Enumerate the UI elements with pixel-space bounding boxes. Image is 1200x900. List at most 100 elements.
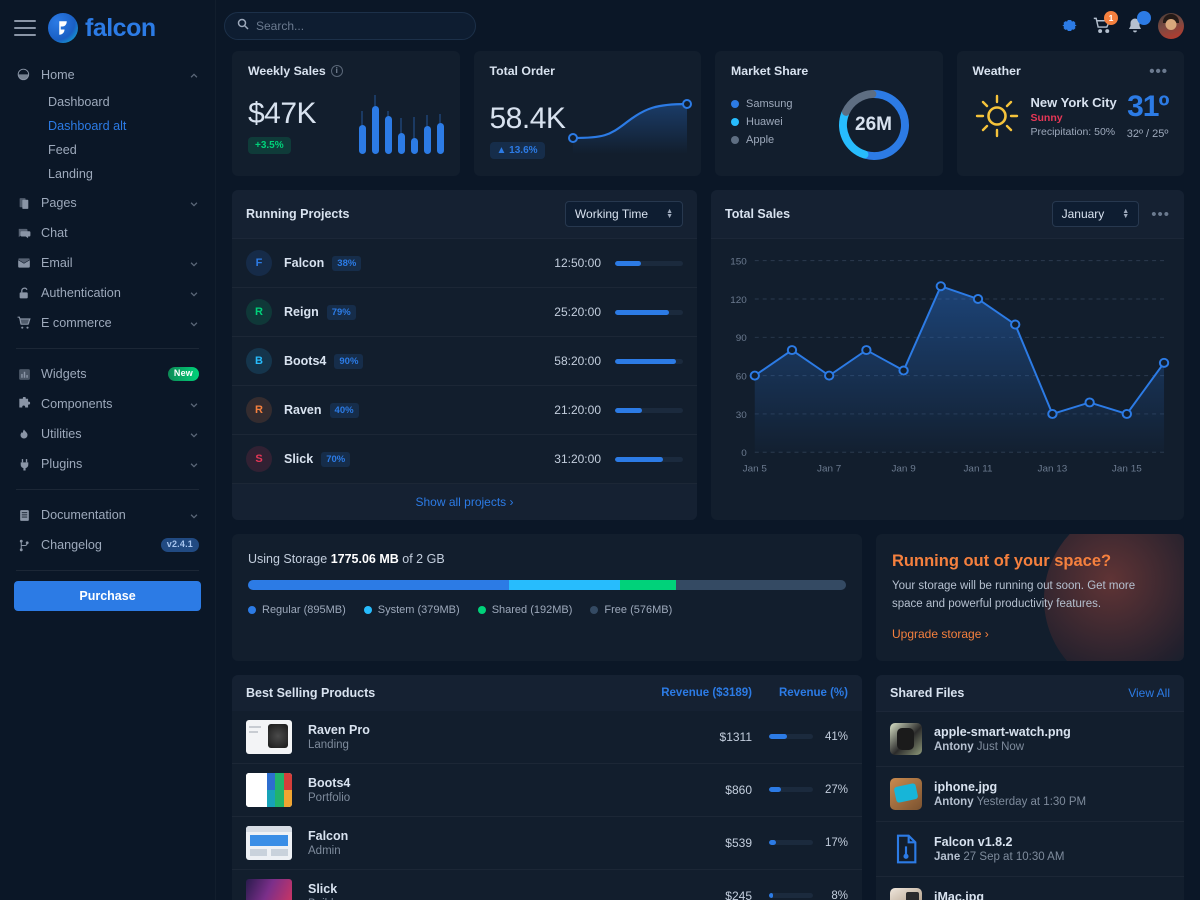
project-percent: 79%: [326, 304, 356, 320]
weather-temps: 31º 32º / 25º: [1127, 92, 1170, 141]
table-row[interactable]: Raven Pro Landing $1311 41%: [232, 711, 862, 764]
search-input[interactable]: [256, 18, 463, 33]
chat-icon: [16, 225, 32, 241]
topbar-icons: 1: [1059, 10, 1184, 39]
badge-version: v2.4.1: [160, 538, 199, 552]
project-row[interactable]: F Falcon 38% 12:50:00: [232, 239, 697, 289]
sidebar-item-pages[interactable]: Pages: [0, 188, 215, 218]
table-row[interactable]: Boots4 Portfolio $860 27%: [232, 764, 862, 817]
chevron-down-icon: [189, 258, 199, 268]
weekly-sales-title-text: Weekly Sales: [248, 64, 326, 79]
file-thumbnail: [890, 887, 922, 900]
ellipsis-icon[interactable]: •••: [1151, 205, 1170, 223]
project-name: Reign: [284, 305, 319, 320]
y-axis-tick: 120: [730, 295, 747, 306]
chart-data-point[interactable]: [749, 371, 760, 382]
project-row[interactable]: R Reign 79% 25:20:00: [232, 288, 697, 338]
table-row[interactable]: Falcon Admin $539 17%: [232, 817, 862, 870]
chart-data-point[interactable]: [786, 345, 798, 356]
chart-data-point[interactable]: [1158, 358, 1170, 369]
git-icon: [16, 537, 32, 553]
list-item[interactable]: iMac.jpgRowen 23 Sep at 6:10 PM: [876, 877, 1184, 900]
col-percent-header: Revenue (%): [778, 686, 848, 699]
x-axis-tick: Jan 7: [817, 464, 841, 475]
bell-icon[interactable]: [1125, 10, 1151, 36]
shopping-cart-icon[interactable]: 1: [1092, 10, 1118, 36]
sidebar-item-utilities[interactable]: Utilities: [0, 419, 215, 449]
chart-data-point[interactable]: [898, 365, 909, 376]
weekly-sales-bar-stub: [439, 113, 441, 124]
revenue-progress-bar: [769, 734, 813, 740]
legend-dot-huawei: [731, 118, 739, 127]
sidebar-submenu-home: Dashboard Dashboard alt Feed Landing: [0, 90, 215, 188]
total-order-title-text: Total Order: [489, 64, 555, 79]
chart-data-point[interactable]: [1047, 409, 1058, 420]
chart-data-point[interactable]: [1121, 409, 1132, 420]
brand-logo[interactable]: falcon: [48, 13, 156, 43]
sidebar-item-authentication[interactable]: Authentication: [0, 278, 215, 308]
search-box[interactable]: [224, 11, 476, 40]
upgrade-storage-link[interactable]: Upgrade storage ›: [892, 626, 989, 641]
sidebar-item-widgets[interactable]: Widgets New: [0, 359, 215, 389]
chart-data-point[interactable]: [824, 371, 835, 382]
copy-icon: [16, 195, 32, 211]
product-percent: 41%: [824, 730, 848, 743]
market-share-body: Samsung Huawei Apple: [731, 86, 927, 164]
total-sales-card: Total Sales January ▲ ▼ ••• 0 30 60 90 120 150…: [711, 190, 1184, 521]
sidebar-item-feed[interactable]: Feed: [48, 143, 77, 157]
legend-dot-samsung: [731, 100, 739, 109]
sidebar-item-components[interactable]: Components: [0, 389, 215, 419]
chart-data-point[interactable]: [1084, 397, 1095, 408]
chart-data-point[interactable]: [861, 345, 872, 356]
market-share-card: Market Share Samsung Huawei: [715, 51, 943, 177]
list-item[interactable]: apple-smart-watch.png Antony Just Now: [876, 712, 1184, 767]
sidebar-item-home[interactable]: Home: [0, 60, 215, 90]
project-row[interactable]: B Boots4 90% 58:20:00: [232, 337, 697, 387]
donut-segment-samsung: [861, 90, 909, 161]
chart-line: [754, 285, 1165, 416]
falcon-logo-icon: [48, 13, 78, 43]
list-item[interactable]: Falcon v1.8.2 Jane 27 Sep at 10:30 AM: [876, 822, 1184, 877]
running-projects-title: Running Projects: [246, 207, 350, 222]
purchase-button[interactable]: Purchase: [14, 581, 201, 611]
chart-data-point[interactable]: [1010, 319, 1021, 330]
chart-data-point[interactable]: [972, 294, 984, 305]
sidebar-item-email[interactable]: Email: [0, 248, 215, 278]
view-all-link[interactable]: View All: [1128, 685, 1170, 700]
sidebar-item-plugins[interactable]: Plugins: [0, 449, 215, 479]
avatar[interactable]: [1158, 12, 1184, 39]
y-axis-tick: 60: [736, 372, 748, 383]
sidebar-item-changelog[interactable]: Changelog v2.4.1: [0, 530, 215, 560]
gear-icon[interactable]: [1059, 16, 1079, 36]
project-time: 21:20:00: [554, 403, 601, 418]
revenue-progress-bar: [769, 893, 813, 899]
chevron-down-icon: [189, 288, 199, 298]
table-row[interactable]: Slick Builder $245 8%: [232, 870, 862, 900]
sidebar-item-chat[interactable]: Chat: [0, 218, 215, 248]
chevron-down-icon: [189, 198, 199, 208]
shared-files-title: Shared Files: [890, 685, 965, 700]
project-row[interactable]: S Slick 70% 31:20:00: [232, 435, 697, 485]
working-time-select-value: Working Time: [574, 207, 649, 222]
puzzle-icon: [16, 396, 32, 412]
storage-segment: [619, 580, 677, 591]
sidebar-item-landing[interactable]: Landing: [48, 167, 93, 181]
sidebar-item-dashboard[interactable]: Dashboard: [48, 95, 110, 109]
total-sales-header-controls: January ▲ ▼ •••: [1051, 201, 1170, 228]
sidebar-item-ecommerce[interactable]: E commerce: [0, 308, 215, 338]
info-icon[interactable]: i: [330, 65, 343, 78]
month-select[interactable]: January ▲ ▼: [1051, 201, 1140, 228]
working-time-select[interactable]: Working Time ▲ ▼: [564, 201, 683, 228]
project-row[interactable]: R Raven 40% 21:20:00: [232, 386, 697, 436]
sidebar-item-documentation[interactable]: Documentation: [0, 500, 215, 530]
show-all-projects-link[interactable]: Show all projects ›: [232, 484, 697, 521]
sidebar-item-dashboard-alt[interactable]: Dashboard alt: [48, 119, 127, 133]
project-time: 12:50:00: [554, 256, 601, 271]
menu-toggle-button[interactable]: [14, 20, 36, 36]
project-name: Boots4: [284, 354, 327, 369]
list-item[interactable]: iphone.jpg Antony Yesterday at 1:30 PM: [876, 767, 1184, 822]
weekly-sales-bar-chart: [358, 92, 444, 155]
chart-data-point[interactable]: [935, 281, 946, 292]
x-axis-tick: Jan 13: [1038, 464, 1068, 475]
ellipsis-icon[interactable]: •••: [1149, 62, 1168, 80]
